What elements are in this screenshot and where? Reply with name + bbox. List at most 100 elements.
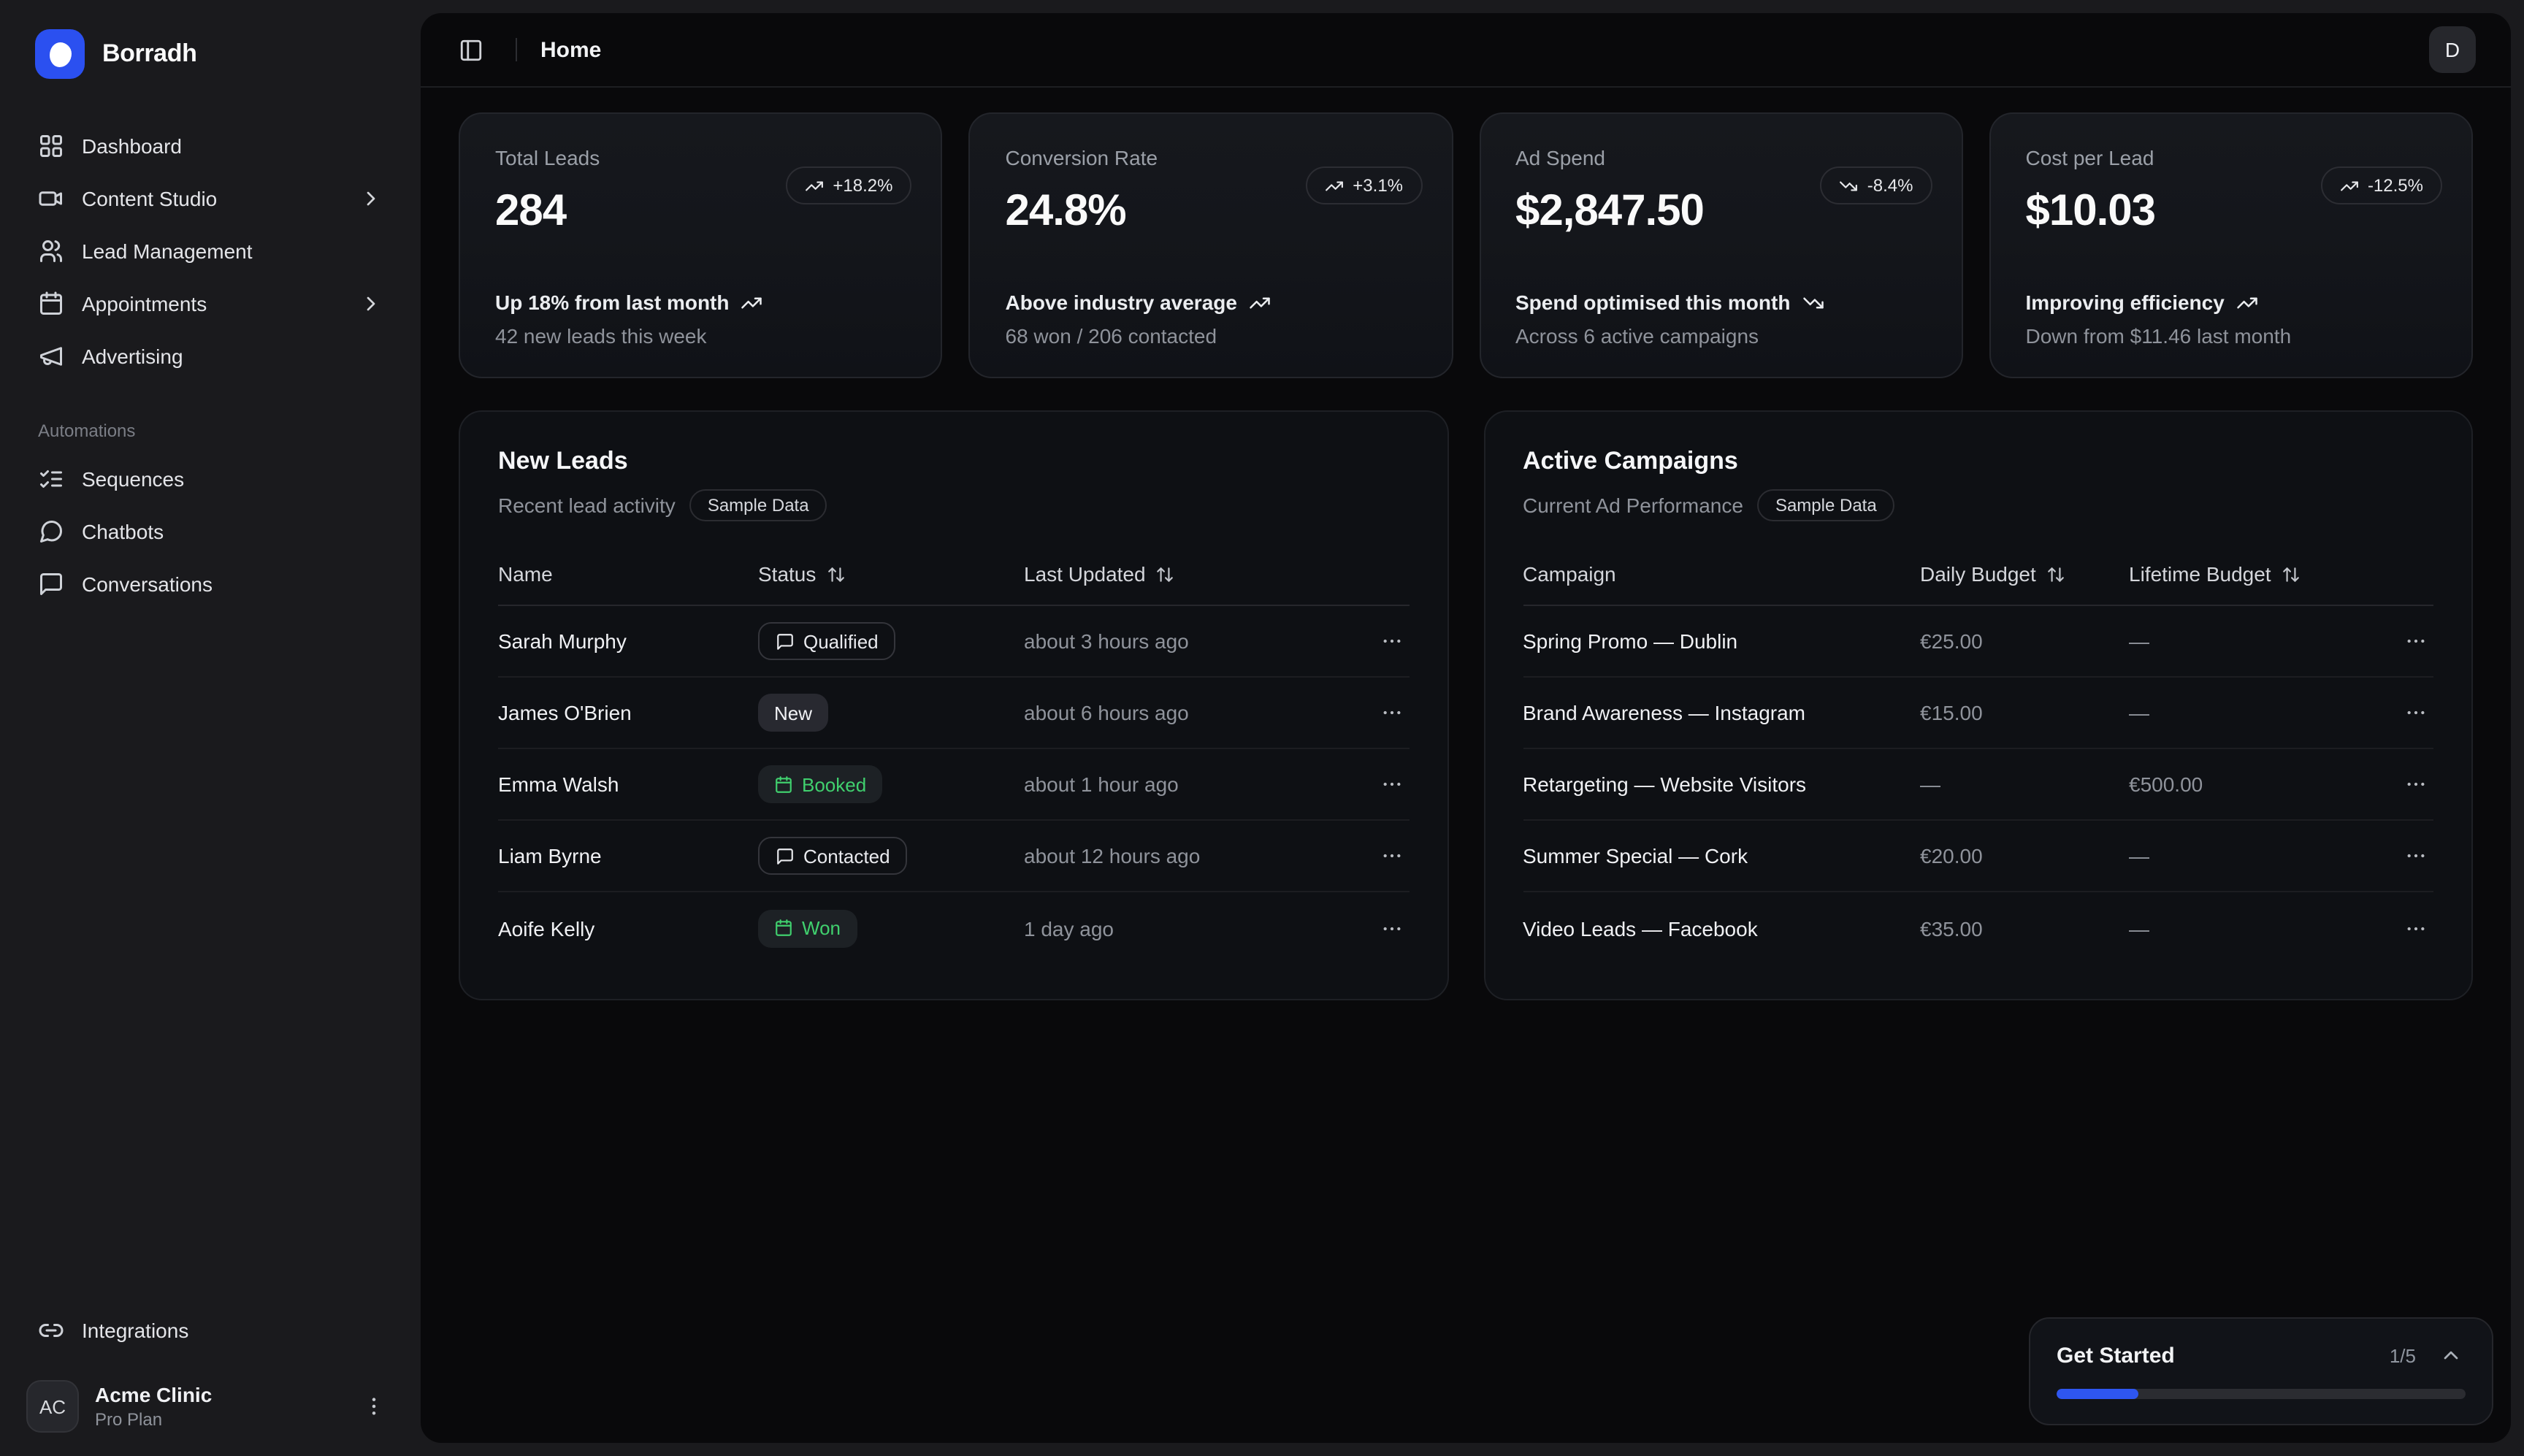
sample-data-badge: Sample Data xyxy=(690,489,827,521)
nav-item-icon xyxy=(38,133,64,159)
app-root: Borradh Dashboard Content Studio xyxy=(0,0,2524,1456)
lead-status-badge: Contacted xyxy=(758,837,908,875)
lead-status-badge: Qualified xyxy=(758,622,896,660)
column-header-lifetime-budget[interactable]: Lifetime Budget xyxy=(2129,562,2375,586)
trending-up-icon xyxy=(2236,291,2258,313)
stat-summary: Up 18% from last month xyxy=(495,291,730,314)
stat-cards: Total Leads +18.2% 284 Up 18% from last … xyxy=(459,112,2473,378)
sidebar-nav-item[interactable]: Appointments xyxy=(23,277,397,330)
nav-item-label: Lead Management xyxy=(82,240,253,263)
nav-item-label: Conversations xyxy=(82,572,213,596)
progress-bar xyxy=(2057,1389,2466,1399)
campaign-lifetime-budget: — xyxy=(2129,916,2375,940)
calendar-icon xyxy=(774,919,793,938)
lead-updated: about 3 hours ago xyxy=(1024,629,1350,653)
sidebar-nav-item[interactable]: Dashboard xyxy=(23,120,397,172)
lead-updated: 1 day ago xyxy=(1024,916,1350,940)
row-actions-button[interactable] xyxy=(1374,838,1409,873)
campaign-name: Video Leads — Facebook xyxy=(1523,916,1920,940)
account-menu-button[interactable] xyxy=(356,1389,391,1424)
campaign-row: Brand Awareness — Instagram €15.00 — xyxy=(1523,678,2433,749)
campaign-name: Retargeting — Website Visitors xyxy=(1523,773,1920,796)
column-header-last-updated[interactable]: Last Updated xyxy=(1024,562,1350,586)
lead-name: Liam Byrne xyxy=(498,844,758,867)
row-actions-button[interactable] xyxy=(1374,911,1409,946)
stat-subtext: 68 won / 206 contacted xyxy=(1006,324,1417,348)
trending-down-icon xyxy=(1802,291,1824,313)
lead-updated: about 12 hours ago xyxy=(1024,844,1350,867)
row-actions-button[interactable] xyxy=(2398,838,2433,873)
campaign-daily-budget: €20.00 xyxy=(1920,844,2129,867)
campaign-daily-budget: €15.00 xyxy=(1920,701,2129,724)
stat-badge-value: +3.1% xyxy=(1353,175,1403,196)
stat-trend-badge: +3.1% xyxy=(1306,166,1422,204)
trending-down-icon xyxy=(1840,176,1859,195)
collapse-button[interactable] xyxy=(2436,1341,2466,1370)
column-header-name: Name xyxy=(498,562,758,586)
sort-icon xyxy=(2046,564,2065,583)
brand-logo-icon xyxy=(35,29,85,79)
row-actions-button[interactable] xyxy=(2398,624,2433,659)
column-header-daily-budget[interactable]: Daily Budget xyxy=(1920,562,2129,586)
sidebar-item-integrations[interactable]: Integrations xyxy=(23,1304,397,1357)
row-actions-button[interactable] xyxy=(2398,767,2433,802)
sample-data-badge: Sample Data xyxy=(1758,489,1894,521)
campaign-lifetime-budget: — xyxy=(2129,701,2375,724)
get-started-progress-count: 1/5 xyxy=(2390,1344,2416,1366)
row-actions-button[interactable] xyxy=(2398,911,2433,946)
nav-item-label: Advertising xyxy=(82,345,183,368)
nav-item-icon xyxy=(38,518,64,545)
row-actions-button[interactable] xyxy=(1374,695,1409,730)
sidebar-section-label: Automations xyxy=(23,421,397,441)
account-name: Acme Clinic xyxy=(95,1383,212,1406)
chevron-right-icon xyxy=(359,292,383,315)
nav-item-icon xyxy=(38,343,64,369)
lead-row: James O'Brien New xyxy=(498,678,1409,749)
nav-item-label: Appointments xyxy=(82,292,207,315)
campaigns-table: Campaign Daily Budget Lifetime Budget Sp… xyxy=(1523,562,2433,964)
row-actions-button[interactable] xyxy=(1374,624,1409,659)
nav-item-label: Dashboard xyxy=(82,134,182,158)
lead-status-label: Contacted xyxy=(803,845,890,867)
campaign-row: Spring Promo — Dublin €25.00 — xyxy=(1523,606,2433,678)
lead-status-badge: Booked xyxy=(758,765,882,803)
get-started-widget: Get Started 1/5 xyxy=(2029,1317,2493,1425)
stat-subtext: Across 6 active campaigns xyxy=(1515,324,1927,348)
trending-up-icon xyxy=(741,291,763,313)
sidebar-toggle-button[interactable] xyxy=(450,28,492,71)
stat-trend-badge: -12.5% xyxy=(2321,166,2442,204)
chevron-right-icon xyxy=(359,187,383,210)
sidebar-nav-item[interactable]: Sequences xyxy=(23,453,397,505)
campaign-daily-budget: €35.00 xyxy=(1920,916,2129,940)
trending-up-icon xyxy=(805,176,824,195)
sidebar-nav-item[interactable]: Chatbots xyxy=(23,505,397,558)
main-panel: Home D Total Leads +18.2% xyxy=(421,13,2511,1443)
lead-status-badge: Won xyxy=(758,909,857,947)
tables-row: New Leads Recent lead activity Sample Da… xyxy=(459,410,2473,1000)
sidebar-bottom: Integrations AC Acme Clinic Pro Plan xyxy=(23,1304,397,1436)
user-avatar[interactable]: D xyxy=(2429,26,2476,73)
nav-item-label: Sequences xyxy=(82,467,184,491)
row-actions-button[interactable] xyxy=(1374,767,1409,802)
account-switcher[interactable]: AC Acme Clinic Pro Plan xyxy=(23,1371,397,1436)
new-leads-card: New Leads Recent lead activity Sample Da… xyxy=(459,410,1448,1000)
lead-status-badge: New xyxy=(758,694,828,732)
campaign-name: Brand Awareness — Instagram xyxy=(1523,701,1920,724)
card-title: Active Campaigns xyxy=(1523,447,2433,476)
campaign-row: Summer Special — Cork €20.00 — xyxy=(1523,821,2433,892)
column-header-status[interactable]: Status xyxy=(758,562,1024,586)
sidebar-nav-item[interactable]: Lead Management xyxy=(23,225,397,277)
sidebar-nav-item[interactable]: Conversations xyxy=(23,558,397,610)
brand: Borradh xyxy=(23,20,397,88)
row-actions-button[interactable] xyxy=(2398,695,2433,730)
nav-item-icon xyxy=(38,238,64,264)
campaign-row: Video Leads — Facebook €35.00 — xyxy=(1523,892,2433,964)
lead-status-label: Won xyxy=(802,917,841,939)
sidebar-nav-item[interactable]: Advertising xyxy=(23,330,397,383)
brand-name: Borradh xyxy=(102,39,196,69)
column-header-campaign: Campaign xyxy=(1523,562,1920,586)
lead-status-label: Qualified xyxy=(803,630,879,652)
sidebar-nav-item[interactable]: Content Studio xyxy=(23,172,397,225)
lead-updated: about 1 hour ago xyxy=(1024,773,1350,796)
nav-item-icon xyxy=(38,291,64,317)
